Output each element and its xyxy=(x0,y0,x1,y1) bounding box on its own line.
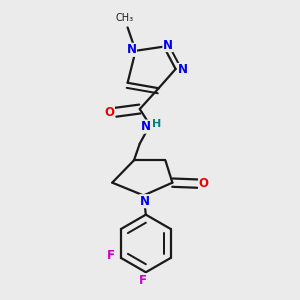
Text: H: H xyxy=(152,119,162,129)
Text: O: O xyxy=(199,177,209,190)
Text: N: N xyxy=(140,195,150,208)
Text: F: F xyxy=(107,249,115,262)
Text: N: N xyxy=(163,38,173,52)
Text: CH₃: CH₃ xyxy=(115,14,134,23)
Text: F: F xyxy=(139,274,147,287)
Text: N: N xyxy=(141,120,151,133)
Text: O: O xyxy=(104,106,114,119)
Text: N: N xyxy=(178,64,188,76)
Text: N: N xyxy=(126,43,136,56)
